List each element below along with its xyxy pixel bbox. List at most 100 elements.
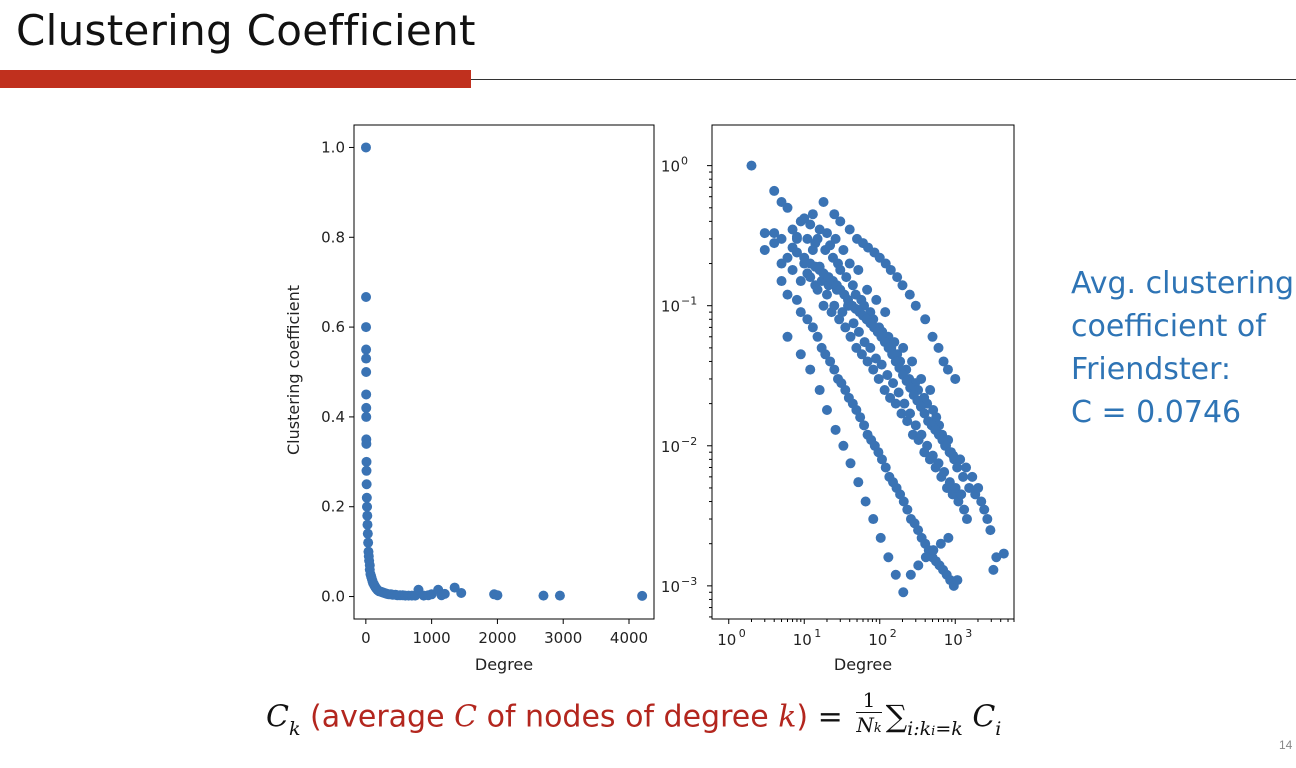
- log-data-point: [948, 450, 959, 461]
- log-data-point: [782, 252, 793, 263]
- log-data-point: [791, 294, 802, 305]
- log-data-point: [759, 228, 770, 239]
- log-data-point: [807, 322, 818, 333]
- log-data-point: [882, 370, 893, 381]
- formula-sum-subscript: i:k: [907, 717, 932, 740]
- log-data-point: [958, 471, 969, 482]
- log-data-point: [920, 552, 931, 563]
- slide-title: Clustering Coefficient: [16, 6, 476, 55]
- log-data-point: [759, 244, 770, 255]
- log-data-point: [859, 420, 870, 431]
- log-data-point: [907, 356, 918, 367]
- log-data-point: [976, 496, 987, 507]
- log-data-point: [829, 209, 840, 220]
- linear-data-point: [361, 456, 372, 467]
- log-data-point: [835, 264, 846, 275]
- log-data-point: [856, 349, 867, 360]
- log-data-point: [897, 280, 908, 291]
- log-data-point: [838, 440, 849, 451]
- linear-data-point: [361, 292, 372, 303]
- log-y-tick-exponent: 0: [681, 155, 688, 168]
- log-data-point: [830, 424, 841, 435]
- linear-y-tick-label: 0.2: [321, 498, 345, 516]
- log-data-point: [860, 496, 871, 507]
- log-data-point: [956, 489, 967, 500]
- linear-data-point: [361, 479, 372, 490]
- log-data-point: [812, 233, 823, 244]
- log-data-point: [868, 514, 879, 525]
- log-x-tick-exponent: 1: [814, 627, 821, 640]
- log-data-point: [952, 462, 963, 473]
- log-data-point: [818, 300, 829, 311]
- log-data-point: [988, 564, 999, 575]
- log-data-point: [875, 532, 886, 543]
- log-data-point: [885, 264, 896, 275]
- log-data-point: [928, 545, 939, 556]
- log-data-point: [821, 405, 832, 416]
- linear-x-axis-label: Degree: [475, 655, 533, 674]
- log-data-point: [862, 284, 873, 295]
- linear-data-point: [361, 344, 372, 355]
- linear-data-point: [361, 402, 372, 413]
- log-data-point: [898, 342, 909, 353]
- log-data-point: [913, 525, 924, 536]
- log-log-scatter-plot: 10 0 10 1 10 2 10 310 010 −110 −210 −3 Degree: [661, 124, 1015, 674]
- formula-fraction: 1 Nk: [856, 688, 882, 741]
- log-data-point: [746, 160, 757, 171]
- avg-clustering-summary: Avg. clustering coefficient of Friendste…: [1071, 262, 1294, 434]
- log-x-tick-label: 10: [793, 631, 812, 649]
- linear-plot-frame: [353, 124, 655, 620]
- log-data-point: [795, 349, 806, 360]
- log-data-point: [844, 224, 855, 235]
- log-x-tick-exponent: 2: [890, 627, 897, 640]
- linear-data-point: [439, 588, 450, 599]
- log-data-point: [991, 552, 1002, 563]
- log-y-tick-label: 10: [661, 298, 680, 316]
- log-data-point: [844, 258, 855, 269]
- log-data-point: [913, 560, 924, 571]
- log-data-point: [898, 496, 909, 507]
- log-data-point: [848, 318, 859, 329]
- linear-data-point: [361, 465, 372, 476]
- log-data-point: [950, 482, 961, 493]
- linear-data-point: [361, 322, 372, 333]
- log-data-point: [910, 420, 921, 431]
- linear-data-point: [362, 501, 373, 512]
- log-data-point: [812, 284, 823, 295]
- linear-data-point: [554, 590, 565, 601]
- log-data-point: [879, 385, 890, 396]
- log-data-point: [892, 272, 903, 283]
- log-data-point: [922, 440, 933, 451]
- log-data-point: [904, 289, 915, 300]
- log-data-point: [814, 385, 825, 396]
- log-data-point: [899, 398, 910, 409]
- linear-scatter-plot: 0 1000 2000 3000 4000 0.0 0.2 0.4 0.6 0.8 1.0 Degr…: [284, 124, 655, 674]
- log-data-point: [876, 454, 887, 465]
- linear-x-tick-label: 3000: [544, 629, 582, 647]
- linear-y-tick-label: 0.0: [321, 588, 345, 606]
- formula-term-subscript: i: [995, 717, 1002, 740]
- log-data-point: [961, 514, 972, 525]
- log-y-tick-exponent: −3: [681, 575, 697, 588]
- log-data-point: [876, 359, 887, 370]
- log-data-point: [853, 477, 864, 488]
- formula-equals: =: [808, 699, 853, 735]
- formula-lhs-symbol: C: [266, 699, 289, 735]
- log-data-point: [820, 349, 831, 360]
- log-data-point: [787, 264, 798, 275]
- log-data-point: [837, 307, 848, 318]
- formula-frac-denominator: N: [856, 713, 874, 737]
- log-data-point: [795, 307, 806, 318]
- summary-line-1: Avg. clustering: [1071, 266, 1295, 301]
- log-data-point: [920, 314, 931, 325]
- log-data-point: [853, 264, 864, 275]
- linear-data-point: [637, 590, 648, 601]
- log-data-point: [916, 373, 927, 384]
- log-data-point: [853, 326, 864, 337]
- summary-line-2: coefficient of: [1071, 309, 1266, 344]
- log-data-point: [925, 385, 936, 396]
- linear-data-point: [362, 510, 373, 521]
- log-x-tick-label: 10: [717, 631, 736, 649]
- log-data-point: [905, 382, 916, 393]
